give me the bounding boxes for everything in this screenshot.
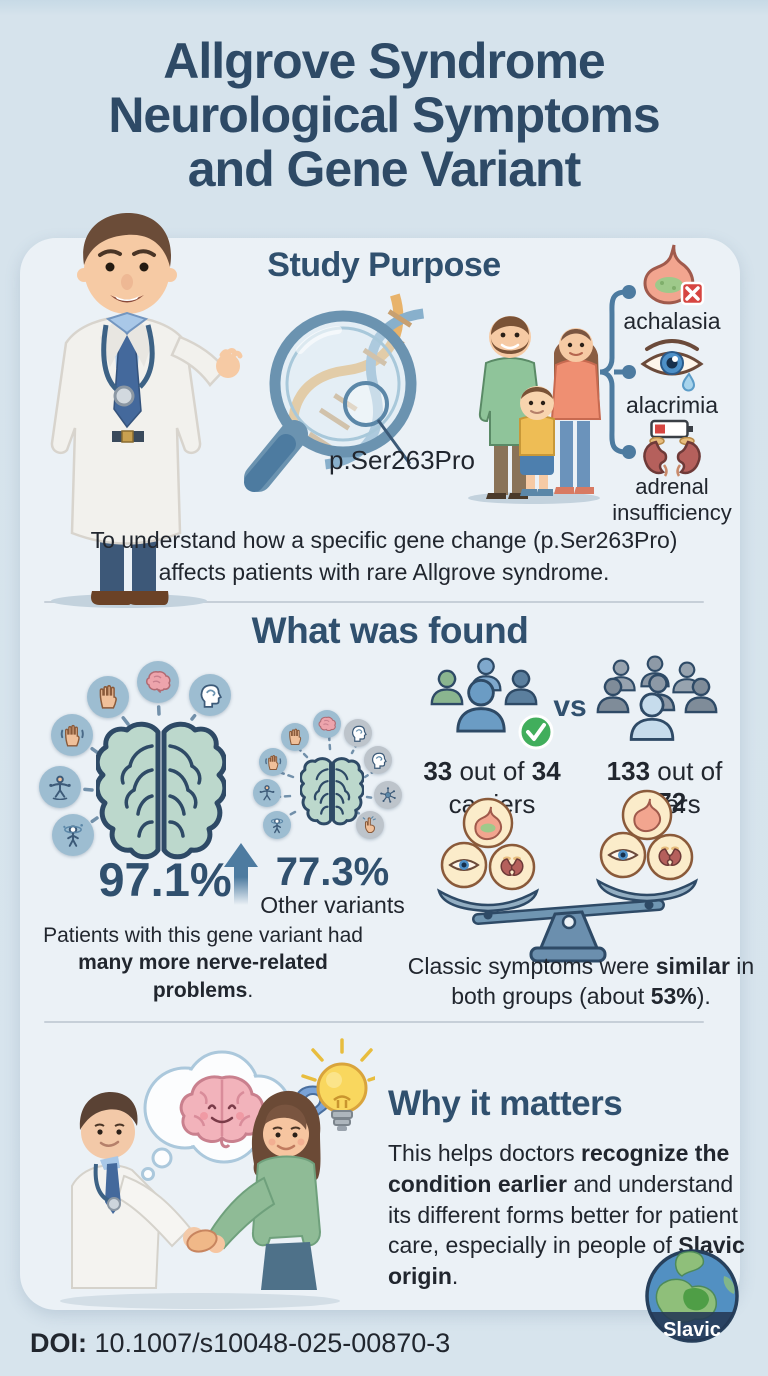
caption-bold: 53% [650, 982, 697, 1009]
dizzy-person-icon [263, 811, 291, 839]
symptom-label-alacrimia: alacrimia [625, 392, 719, 418]
dizzy-person-icon [52, 814, 94, 856]
count-value: 133 [606, 756, 651, 786]
brain-large-icon [96, 720, 226, 860]
doctor-illustration [50, 213, 243, 608]
brace-connector-icon [599, 285, 636, 459]
tremor-hand-icon [51, 714, 93, 756]
handshake-hands [186, 1229, 218, 1253]
doctor-face [84, 224, 170, 314]
gene-variant-label: p.Ser263Pro [329, 445, 475, 475]
why-it-matters-heading: Why it matters [388, 1084, 623, 1123]
vs-label: vs [553, 690, 587, 723]
other-percent-stat: 77.3% [275, 850, 390, 894]
carriers-count: 33 out of 34 [412, 756, 572, 787]
lens-target-circle [343, 381, 389, 427]
study-purpose-description: To understand how a specific gene change… [90, 527, 678, 586]
others-group-icon [596, 655, 718, 741]
symptom-label-adrenal: adrenal insufficiency [612, 474, 732, 525]
mother-figure [550, 328, 602, 494]
brain-small-icon [300, 757, 364, 826]
globe-label: Slavic [663, 1319, 721, 1341]
symptom-label-achalasia: achalasia [623, 308, 721, 334]
caption-bold: similar [655, 953, 730, 979]
neuron-icon [374, 781, 402, 809]
doctor-patient-handshake-illustration: ? [60, 1038, 375, 1309]
brain-pink-icon [313, 710, 341, 738]
patient-skirt [261, 1242, 317, 1290]
count-text: out of [452, 756, 532, 786]
count-text: out of [650, 756, 723, 786]
scale-pan-left [436, 888, 540, 913]
body-text: This helps doctors [388, 1140, 582, 1166]
carriers-group-icon [430, 657, 554, 750]
caption-text: . [247, 978, 254, 1002]
count-value: 33 [423, 756, 453, 786]
body-bold: recognize the condition earlier [388, 1140, 730, 1197]
head-brain-icon [344, 719, 372, 747]
caption-bold: many more nerve-related problems [78, 951, 328, 1002]
eye-tear-icon [640, 339, 704, 392]
slavic-globe-icon: Slavic [645, 1249, 739, 1343]
section-divider-2 [44, 1021, 704, 1023]
caption-text: in both groups (about [451, 953, 755, 1009]
balance-person-icon [253, 779, 281, 807]
variant-percent-stat: 97.1% [98, 853, 232, 906]
caption-text: ). [696, 982, 711, 1009]
brain-pink-icon [137, 661, 179, 703]
count-value: 34 [531, 756, 561, 786]
balance-scale-icon [436, 789, 699, 963]
magnifier-dna-icon [244, 293, 425, 492]
open-hand-icon [281, 723, 309, 751]
scale-pan-right [595, 878, 699, 903]
study-purpose-heading: Study Purpose [267, 246, 501, 284]
section-divider-1 [44, 601, 704, 603]
page-title: Allgrove Syndrome Neurological Symptoms … [108, 33, 660, 197]
kidneys-icon [643, 437, 701, 477]
caption-text: Classic symptoms were [407, 953, 656, 979]
findings-heading: What was found [251, 610, 529, 651]
lightbulb-icon [301, 1038, 375, 1131]
check-icon [518, 714, 554, 750]
balance-person-icon [39, 766, 81, 808]
family-illustration [468, 316, 602, 504]
open-hand-icon [87, 676, 129, 718]
body-text: . [451, 1263, 459, 1290]
variant-caption: Patients with this gene variant had many… [38, 922, 368, 1004]
child-figure [519, 386, 555, 496]
head-brain-icon [189, 674, 231, 716]
head-brain-icon [364, 746, 392, 774]
doi-line: DOI: 10.1007/s10048-025-00870-3 [30, 1328, 450, 1359]
tear-drop [681, 372, 696, 392]
scale-caption: Classic symptoms were similar in both gr… [406, 952, 756, 1012]
doctor-open-hand [216, 354, 240, 378]
arrow-up-icon [224, 843, 258, 905]
low-battery-icon [650, 419, 693, 439]
stomach-blocked-icon [643, 244, 705, 306]
doi-label: DOI: [30, 1328, 87, 1358]
doi-value: 10.1007/s10048-025-00870-3 [87, 1328, 451, 1358]
why-it-matters-body: This helps doctors recognize the conditi… [388, 1138, 762, 1292]
patient-figure [186, 1090, 322, 1290]
body-text: and understand its different forms bette… [388, 1170, 738, 1259]
doctor-figure [71, 1092, 205, 1289]
touch-hand-icon [356, 811, 384, 839]
tremor-hand-icon [259, 748, 287, 776]
caption-text: Patients with this gene variant had [43, 924, 363, 947]
happy-brain-icon [179, 1075, 265, 1149]
other-variants-label: Other variants [260, 892, 405, 918]
